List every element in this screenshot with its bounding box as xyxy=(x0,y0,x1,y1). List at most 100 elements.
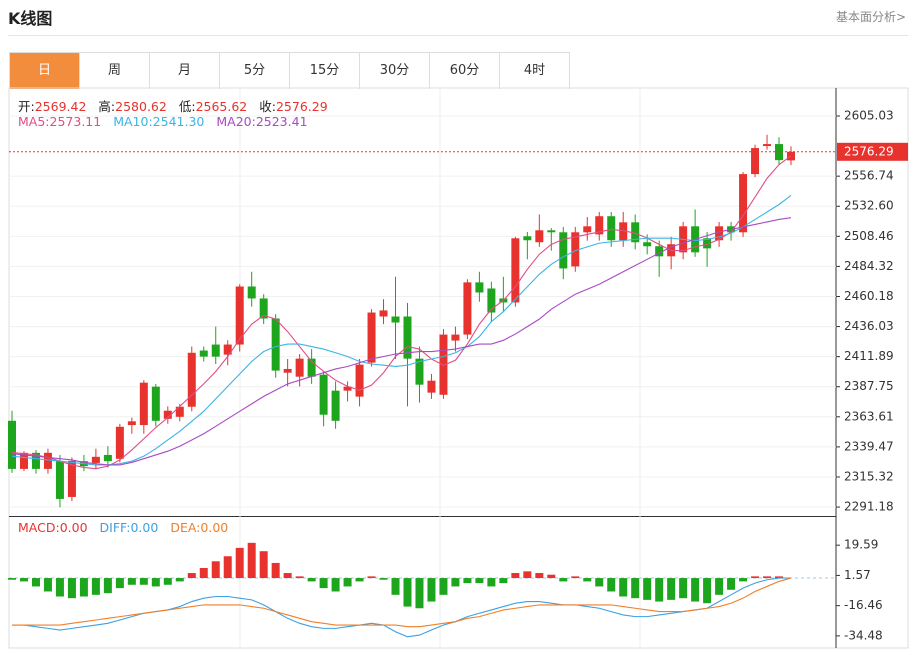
macd-bar xyxy=(571,576,580,579)
ohlc-value: 2580.62 xyxy=(115,99,167,114)
period-tab[interactable]: 5分 xyxy=(220,53,290,89)
period-tabs: 日周月 5分 15分 30分 60分 4时 xyxy=(9,52,570,89)
macd-bar xyxy=(19,578,28,582)
candle-body xyxy=(763,144,772,147)
macd-bar xyxy=(55,578,64,597)
legend-value: 2573.11 xyxy=(49,114,102,129)
macd-bar xyxy=(667,578,676,600)
candle-body xyxy=(115,426,124,459)
macd-bar xyxy=(379,578,388,580)
candle-body xyxy=(511,238,520,303)
candle-body xyxy=(379,310,388,317)
y-tick-label: 2291.18 xyxy=(844,500,894,514)
macd-bar xyxy=(235,547,244,579)
ohlc-label: 开: xyxy=(18,99,35,114)
candle-body xyxy=(739,174,748,233)
macd-bar xyxy=(8,578,16,580)
macd-bar xyxy=(631,578,640,599)
ma-line xyxy=(11,155,792,470)
period-tab[interactable]: 周 xyxy=(80,53,150,89)
macd-bar xyxy=(475,578,484,584)
legend-name: DIFF: xyxy=(99,520,131,535)
macd-bar xyxy=(151,578,160,587)
macd-bar xyxy=(427,578,436,602)
candle-body xyxy=(19,452,28,469)
y-tick-label: 2363.61 xyxy=(844,409,894,423)
candle-body xyxy=(211,344,220,357)
macd-bar xyxy=(499,578,508,584)
candle-body xyxy=(199,350,208,357)
period-tab[interactable]: 月 xyxy=(150,53,220,89)
legend-value: 0.00 xyxy=(130,520,159,535)
macd-bar xyxy=(751,576,760,579)
y-tick-label: 2508.46 xyxy=(844,229,894,243)
macd-bar xyxy=(31,578,40,587)
macd-bar xyxy=(655,578,664,602)
macd-bar xyxy=(247,542,256,579)
chart-frame xyxy=(8,87,909,649)
candle-body xyxy=(247,286,256,299)
candle-body xyxy=(583,226,592,233)
y-tick-label: -16.46 xyxy=(844,598,883,612)
candle-body xyxy=(487,288,496,313)
legend-value: 2541.30 xyxy=(152,114,205,129)
macd-bar xyxy=(187,573,196,579)
period-tab[interactable]: 15分 xyxy=(290,53,360,89)
macd-bar xyxy=(223,556,232,579)
candle-body xyxy=(355,364,364,397)
candle-body xyxy=(127,421,136,426)
candle-body xyxy=(571,232,580,267)
candle-body xyxy=(751,148,760,175)
candle-body xyxy=(235,286,244,345)
ohlc-value: 2576.29 xyxy=(275,99,328,114)
period-tab[interactable]: 日 xyxy=(10,53,80,89)
y-tick-label: 2532.60 xyxy=(844,199,894,213)
macd-bar xyxy=(103,578,112,594)
candle-body xyxy=(403,316,412,359)
macd-bar xyxy=(67,578,76,599)
macd-bar xyxy=(583,578,592,582)
period-tab[interactable]: 30分 xyxy=(360,53,430,89)
macd-bar xyxy=(727,578,736,590)
macd-bar xyxy=(535,573,544,579)
macd-bar xyxy=(259,551,268,579)
macd-bar xyxy=(391,578,400,595)
macd-bar xyxy=(139,578,148,585)
macd-bar xyxy=(775,576,784,579)
candle-body xyxy=(331,390,340,421)
macd-bar xyxy=(439,578,448,595)
candle-body xyxy=(655,246,664,257)
candle-body xyxy=(595,216,604,235)
ohlc-label: 收: xyxy=(259,99,276,114)
candle-body xyxy=(307,358,316,377)
macd-bar xyxy=(487,578,496,587)
macd-bar xyxy=(691,578,700,602)
macd-bar xyxy=(559,578,568,582)
candle-body xyxy=(607,216,616,241)
candle-body xyxy=(775,144,784,161)
y-tick-label: 2387.75 xyxy=(844,379,894,393)
candle-body xyxy=(103,454,112,462)
y-tick-label: 19.59 xyxy=(844,538,878,552)
fundamental-link[interactable]: 基本面分析> xyxy=(835,10,906,24)
ma-line xyxy=(11,217,792,466)
period-tab[interactable]: 60分 xyxy=(430,53,500,89)
candle-body xyxy=(535,230,544,243)
candle-body xyxy=(343,386,352,391)
macd-bar xyxy=(295,576,304,579)
macd-bar xyxy=(127,578,136,585)
legend-name: DEA: xyxy=(170,520,201,535)
legend-value: 2523.41 xyxy=(255,114,308,129)
candle-body xyxy=(139,382,148,426)
macd-bar xyxy=(463,578,472,584)
y-tick-label: 2605.03 xyxy=(844,108,894,122)
candle-body xyxy=(91,456,100,463)
header-rule xyxy=(8,35,908,36)
ohlc-value: 2569.42 xyxy=(34,99,87,114)
candle-body xyxy=(163,410,172,419)
y-tick-label: -34.48 xyxy=(844,628,883,642)
period-tab[interactable]: 4时 xyxy=(500,53,570,89)
legend-value: 0.00 xyxy=(59,520,88,535)
macd-bar xyxy=(175,578,184,582)
